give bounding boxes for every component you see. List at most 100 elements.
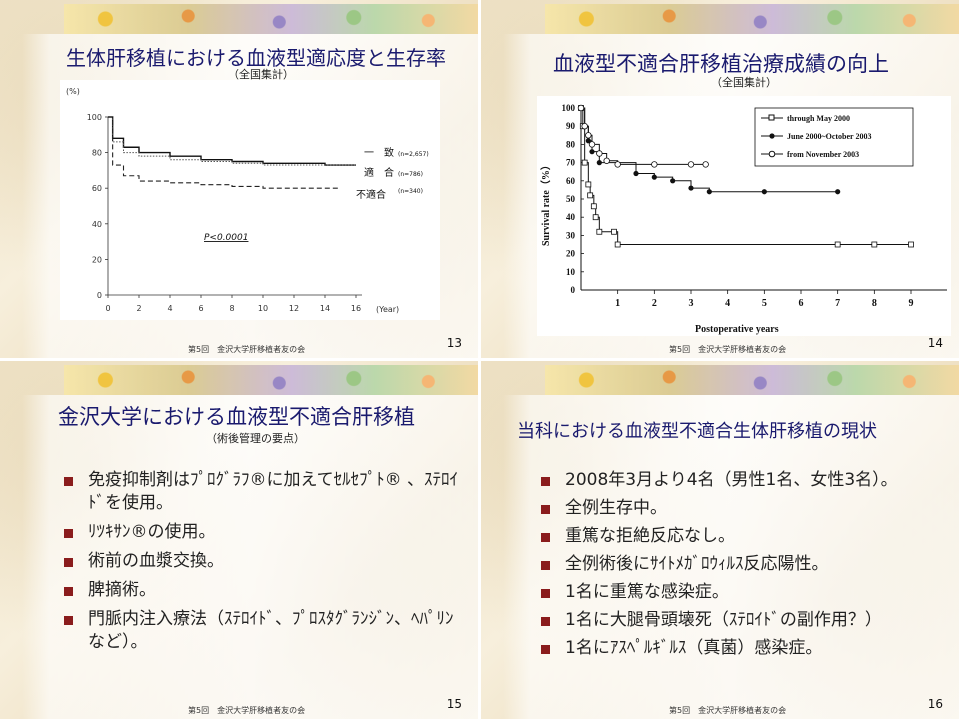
slide-15[interactable]: 金沢大学における血液型不適合肝移植 （術後管理の要点） 免疫抑制剤はﾌﾟﾛｸﾞﾗ…: [0, 361, 478, 719]
chart-svg: Survival rate（%） 0102030405060708090100 …: [539, 103, 947, 335]
page-number: 14: [927, 336, 943, 350]
x-tick-label: 12: [289, 304, 299, 313]
slide-title: 生体肝移植における血液型適応度と生存率: [66, 46, 446, 70]
bullet-text: 全例術後にｻｲﾄﾒｶﾞﾛｳｨﾙｽ反応陽性。: [565, 553, 829, 574]
bullet-square: [64, 477, 73, 486]
data-point-square: [871, 241, 878, 248]
bullet-square: [541, 644, 550, 654]
page-number: 16: [927, 697, 943, 711]
x-ticks: 0 2 4 6 8 10 12 14 16: [105, 295, 361, 313]
bullet-text: 1名に重篤な感染症。: [565, 581, 729, 602]
legend-label-3: from November 2003: [787, 150, 859, 159]
survival-chart-2: Survival rate（%） 0 10 20 30 40 50 60 70 80 90 100 …: [537, 96, 951, 336]
slide-footer: 第5回 金沢大学肝移植者友の会: [669, 706, 787, 715]
series-line-match: [108, 116, 356, 166]
series-group: [577, 104, 914, 248]
bullet-text: 免疫抑制剤はﾌﾟﾛｸﾞﾗﾌ®に加えてｾﾙｾﾌﾟﾄ® 、ｽﾃﾛｲﾄﾞを使用。: [88, 470, 459, 513]
x-tick-label: 5: [762, 298, 767, 309]
slide-16[interactable]: 当科における血液型不適合生体肝移植の現状 2008年3月より4名（男性1名、女性…: [481, 361, 959, 719]
series-group: [108, 116, 356, 189]
data-point-open: [585, 132, 592, 139]
y-axis-label: Survival rate（%）: [539, 160, 552, 246]
bullet-text: 脾摘術。: [88, 579, 156, 600]
y-tick-label: 40: [92, 220, 102, 229]
y-tick-label: 80: [566, 139, 576, 149]
page-number: 15: [446, 697, 462, 711]
data-point-open: [577, 104, 585, 112]
data-point-open: [596, 150, 603, 157]
x-tick-label: 2: [136, 304, 141, 313]
x-tick-label: 2: [652, 298, 657, 309]
bullet-item: 1名に大腿骨頭壊死（ｽﾃﾛｲﾄﾞの副作用？）: [541, 609, 951, 632]
page-number: 13: [446, 336, 462, 350]
x-tick-label: 7: [835, 298, 840, 309]
legend-label-incompatible: 不適合: [356, 188, 386, 201]
legend-n-match: (n=2,657): [398, 151, 429, 158]
y-tick-label: 30: [566, 230, 576, 240]
y-tick-label: 50: [566, 194, 576, 204]
x-tick-label: 16: [351, 304, 361, 313]
data-point-open: [588, 141, 596, 148]
y-ticks: 0 20 40 60 80 100: [87, 113, 108, 300]
data-point-square: [590, 203, 597, 210]
legend-marker-3: [768, 150, 776, 158]
bullet-square: [541, 504, 550, 514]
data-point-open: [603, 157, 610, 164]
series-line-compatible: [108, 116, 356, 166]
data-point-square: [908, 241, 914, 248]
legend-n-compatible: (n=786): [398, 171, 423, 178]
slide-13[interactable]: 生体肝移植における血液型適応度と生存率 （全国集計） (%) 0 20 40 60 80…: [0, 0, 478, 358]
bullet-item: 1名に重篤な感染症。: [541, 581, 951, 604]
x-tick-label: 6: [799, 298, 804, 309]
x-tick-label: 4: [167, 304, 172, 313]
bullet-item: ﾘﾂｷｻﾝ®の使用。: [64, 521, 464, 544]
data-point-square: [614, 241, 621, 248]
flower-banner: [64, 365, 478, 395]
x-tick-label: 9: [909, 298, 914, 309]
legend-marker-1: [768, 114, 775, 121]
slide-footer: 第5回 金沢大学肝移植者友の会: [669, 345, 787, 354]
y-tick-label: 90: [566, 121, 576, 131]
data-point-square: [587, 192, 594, 199]
y-ticks: 0 10 20 30 40 50 60 70 80 90 100: [562, 103, 584, 295]
y-tick-label: 60: [92, 184, 102, 193]
data-point-filled: [835, 189, 841, 195]
slide-subtitle: （全国集計）: [228, 68, 294, 81]
x-ticks: 1 2 3 4 5 6 7 8 9: [615, 290, 914, 309]
y-tick-label: 100: [87, 113, 102, 122]
bullet-item: 重篤な拒絶反応なし。: [541, 525, 951, 548]
bullet-text: 1名に大腿骨頭壊死（ｽﾃﾛｲﾄﾞの副作用？）: [565, 609, 882, 630]
bullet-item: 免疫抑制剤はﾌﾟﾛｸﾞﾗﾌ®に加えてｾﾙｾﾌﾟﾄ® 、ｽﾃﾛｲﾄﾞを使用。: [64, 469, 464, 515]
x-tick-label: 0: [105, 304, 110, 313]
data-point-open: [651, 161, 658, 168]
bullet-square: [541, 560, 550, 570]
y-tick-label: 0: [97, 291, 102, 300]
bullet-list: 2008年3月より4名（男性1名、女性3名）。 全例生存中。 重篤な拒絶反応なし…: [541, 469, 951, 665]
x-tick-label: 10: [258, 304, 268, 313]
slide-14[interactable]: 血液型不適合肝移植治療成績の向上 （全国集計） Survival rate（%）…: [481, 0, 959, 358]
bullet-item: 2008年3月より4名（男性1名、女性3名）。: [541, 469, 951, 492]
bullet-text: 術前の血漿交換。: [88, 550, 224, 571]
bullet-text: 門脈内注入療法（ｽﾃﾛｲﾄﾞ、ﾌﾟﾛｽﾀｸﾞﾗﾝｼﾞﾝ、ﾍﾊﾟﾘﾝなど）。: [88, 608, 454, 652]
legend-marker-2: [769, 133, 775, 139]
x-unit-label: (Year): [376, 305, 399, 314]
data-point-filled: [706, 189, 712, 195]
x-tick-label: 14: [320, 304, 330, 313]
legend-label-1: through May 2000: [787, 114, 850, 123]
slide-title: 血液型不適合肝移植治療成績の向上: [553, 52, 889, 76]
survival-chart-1: (%) 0 20 40 60 80 100 0 2 4 6 8 10 12 14 16 (Year) P<…: [60, 80, 440, 320]
bullet-text: 1名にｱｽﾍﾟﾙｷﾞﾙｽ（真菌）感染症。: [565, 637, 823, 658]
data-point-filled: [651, 174, 657, 180]
bullet-square: [541, 616, 550, 626]
data-point-filled: [633, 170, 639, 177]
legend-label-compatible: 適 合: [364, 166, 394, 179]
x-axis-label: Postoperative years: [695, 324, 779, 335]
data-point-filled: [761, 189, 767, 195]
y-unit-label: (%): [66, 87, 80, 96]
bullet-square: [541, 532, 550, 542]
bullet-text: 2008年3月より4名（男性1名、女性3名）。: [565, 470, 898, 490]
bullet-item: 全例生存中。: [541, 497, 951, 520]
bullet-square: [541, 477, 550, 486]
bullet-square: [64, 586, 73, 596]
bullet-square: [64, 528, 73, 538]
